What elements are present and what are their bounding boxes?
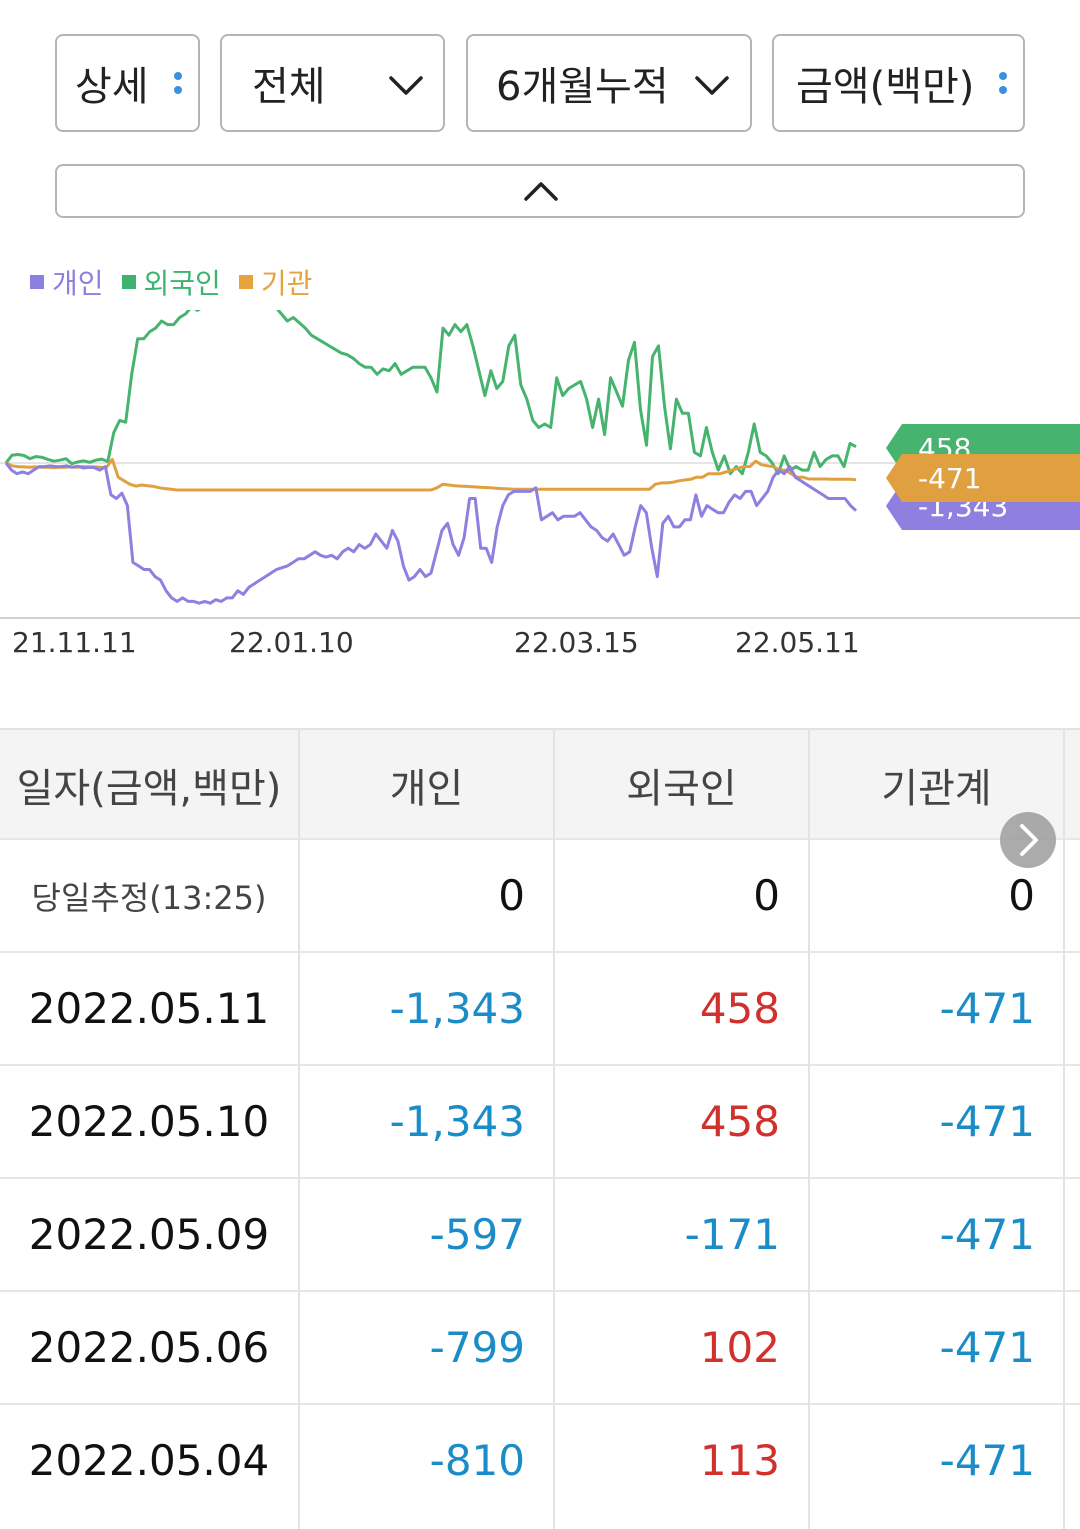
cell-individual: 0 <box>498 871 525 920</box>
cell-date: 2022.05.06 <box>28 1323 270 1372</box>
scope-select[interactable]: 전체 <box>220 34 445 132</box>
series-value-tag: -471 <box>886 454 1080 502</box>
detail-select-label: 상세 <box>75 64 149 110</box>
cell-foreign: 458 <box>699 1097 780 1146</box>
cell-date: 2022.05.04 <box>28 1436 270 1485</box>
table-row[interactable]: 2022.05.10 -1,343 458 -471 <box>0 1064 1080 1177</box>
cell-date: 2022.05.11 <box>28 984 270 1033</box>
table-row[interactable]: 2022.05.06 -799 102 -471 <box>0 1290 1080 1403</box>
cell-individual: -799 <box>429 1323 525 1372</box>
x-tick-label: 21.11.11 <box>12 626 137 659</box>
cell-individual: -1,343 <box>389 984 525 1033</box>
x-tick-label: 22.03.15 <box>514 626 639 659</box>
legend-label: 기관 <box>260 267 313 300</box>
unit-select-label: 금액(백만) <box>796 64 975 110</box>
investor-trend-chart: 458-1,343-471 21.11.11 22.01.10 22.03.15… <box>0 310 1080 659</box>
header-date: 일자(금액,백만) <box>16 766 282 812</box>
header-foreign: 외국인 <box>626 766 737 812</box>
unit-select[interactable]: 금액(백만) <box>772 34 1025 132</box>
legend-label: 외국인 <box>143 267 221 300</box>
table-row[interactable]: 당일추정(13:25) 0 0 0 <box>0 838 1080 951</box>
cell-institution: -471 <box>939 1436 1035 1485</box>
more-dots-icon <box>999 72 1007 100</box>
legend-item-individual[interactable]: 개인 <box>30 262 104 302</box>
legend-item-institution[interactable]: 기관 <box>238 262 313 302</box>
chevron-up-icon <box>524 182 558 201</box>
cell-institution: -471 <box>939 1210 1035 1259</box>
table-header: 일자(금액,백만) 개인 외국인 기관계 <box>0 728 1080 838</box>
x-tick-label: 22.01.10 <box>229 626 354 659</box>
cell-individual: -1,343 <box>389 1097 525 1146</box>
column-divider <box>1063 728 1065 1529</box>
scroll-right-button[interactable] <box>1000 812 1056 868</box>
cell-institution: -471 <box>939 984 1035 1033</box>
detail-select[interactable]: 상세 <box>55 34 200 132</box>
cell-foreign: 113 <box>699 1436 780 1485</box>
cell-date: 2022.05.09 <box>28 1210 270 1259</box>
series-line <box>5 457 857 492</box>
legend-swatch <box>238 275 253 289</box>
cell-date: 2022.05.10 <box>28 1097 270 1146</box>
legend-item-foreign[interactable]: 외국인 <box>121 262 221 302</box>
cell-foreign: 0 <box>753 871 780 920</box>
header-individual: 개인 <box>389 766 464 812</box>
legend-swatch <box>121 275 136 289</box>
legend-label: 개인 <box>52 267 104 300</box>
chevron-down-icon <box>695 76 729 95</box>
table-row[interactable]: 2022.05.11 -1,343 458 -471 <box>0 951 1080 1064</box>
period-select-label: 6개월누적 <box>496 64 669 110</box>
column-divider <box>808 728 810 1529</box>
chevron-right-icon <box>1020 824 1038 856</box>
cell-individual: -810 <box>429 1436 525 1485</box>
cell-foreign: 102 <box>699 1323 780 1372</box>
series-value-label: -471 <box>918 462 982 495</box>
table-row[interactable]: 2022.05.09 -597 -171 -471 <box>0 1177 1080 1290</box>
cell-institution: 0 <box>1008 871 1035 920</box>
scope-select-label: 전체 <box>252 64 326 110</box>
more-dots-icon <box>174 72 182 100</box>
header-institution: 기관계 <box>881 766 992 812</box>
x-tick-label: 22.05.11 <box>735 626 860 659</box>
collapse-toggle[interactable] <box>55 164 1025 218</box>
period-select[interactable]: 6개월누적 <box>466 34 752 132</box>
table-row[interactable]: 2022.05.04 -810 113 -471 <box>0 1403 1080 1516</box>
series-line <box>4 310 857 476</box>
column-divider <box>298 728 300 1529</box>
chevron-down-icon <box>389 76 423 95</box>
chart-legend: 개인 외국인 기관 <box>30 262 312 302</box>
cell-institution: -471 <box>939 1323 1035 1372</box>
series-line <box>4 462 858 605</box>
cell-individual: -597 <box>429 1210 525 1259</box>
cell-date: 당일추정(13:25) <box>31 878 267 917</box>
cell-foreign: -171 <box>684 1210 780 1259</box>
column-divider <box>553 728 555 1529</box>
cell-foreign: 458 <box>699 984 780 1033</box>
legend-swatch <box>30 275 44 289</box>
cell-institution: -471 <box>939 1097 1035 1146</box>
